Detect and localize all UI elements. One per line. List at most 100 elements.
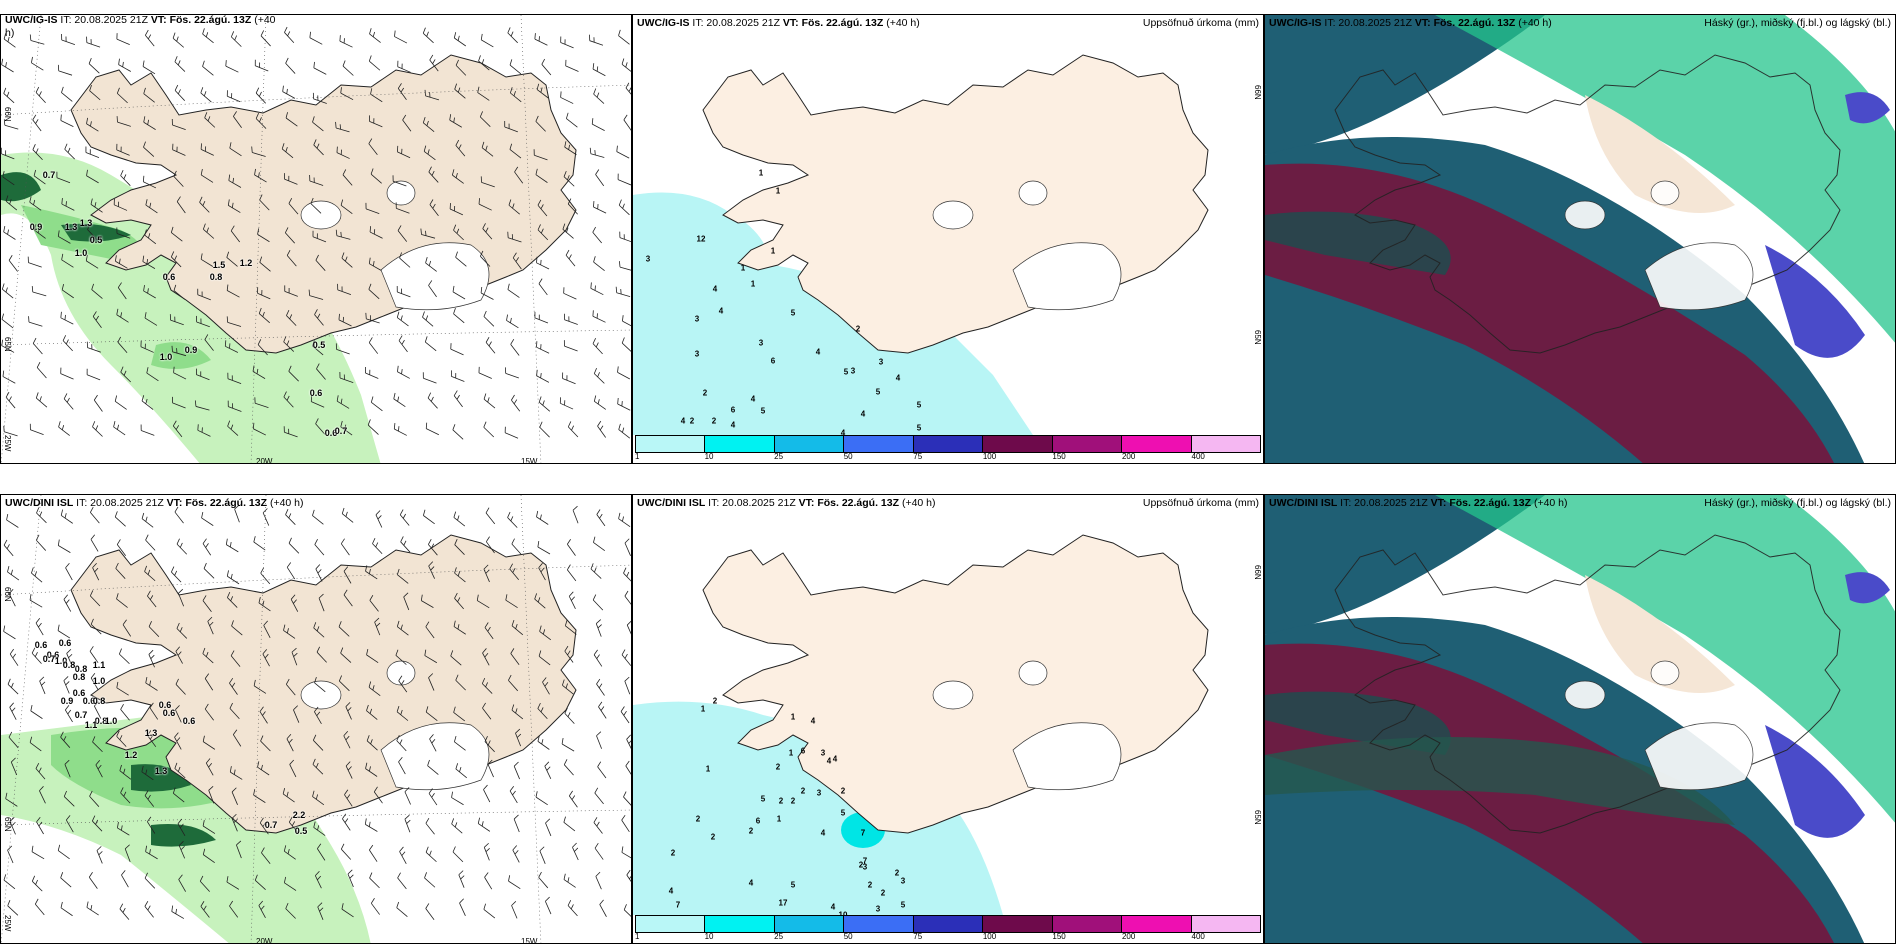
map-panel-top-wind: UWC/IG-IS IT: 20.08.2025 21Z VT: Fös. 22… [0,14,632,464]
panel-header: UWC/IG-IS IT: 20.08.2025 21Z VT: Fös. 22… [5,14,276,39]
coordinate-label: 15W [521,457,538,464]
value-label: 4 [840,428,846,438]
value-label: 2 [855,324,861,334]
value-label: 1.1 [84,720,98,730]
value-label: 0.6 [158,700,172,710]
value-label: 1.3 [144,728,158,738]
legend-tick: 50 [843,452,853,461]
value-label: 2 [840,786,846,796]
value-label: 5 [875,387,881,397]
precip-map [633,495,1263,943]
coordinate-label: 20W [256,457,273,464]
legend-swatch [1052,436,1123,452]
value-label: 1 [775,186,781,196]
legend-tick: 200 [1121,932,1136,941]
value-label: 0.7 [42,170,56,180]
legend-tick: 400 [1191,932,1205,941]
value-label: 1 [750,279,756,289]
value-label: 5 [900,900,906,910]
legend-swatch [1052,916,1123,932]
legend-tick: 50 [843,932,853,941]
legend-tick: 25 [774,452,784,461]
value-label: 0.8 [92,696,106,706]
value-label: 0.6 [162,708,176,718]
legend-tick: 150 [1052,932,1066,941]
legend-tick: 10 [704,452,714,461]
legend-tick: 10 [704,932,714,941]
coordinate-label: 66N [1253,85,1262,100]
value-label: 6 [755,816,761,826]
value-label: 4 [668,886,674,896]
value-label: 3 [816,788,822,798]
legend-swatch [1122,916,1192,932]
value-label: 4 [680,416,686,426]
map-panel-top-cloud: UWC/IG-IS IT: 20.08.2025 21Z VT: Fös. 22… [1264,14,1896,464]
value-label: 2 [867,880,873,890]
value-label: 3 [862,862,868,872]
wind-map [1,495,631,943]
value-label: 4 [895,373,901,383]
coordinate-label: 25W [3,915,12,932]
panel-header: UWC/DINI ISL IT: 20.08.2025 21Z VT: Fös.… [637,497,1259,509]
value-label: 1 [740,263,746,273]
value-label: 2 [778,796,784,806]
legend-swatch [1122,436,1192,452]
value-label: 4 [860,409,866,419]
value-label: 4 [832,754,838,764]
value-label: 6 [770,356,776,366]
value-label: 2 [775,762,781,772]
value-label: 1 [790,712,796,722]
value-label: 3 [645,254,651,264]
legend-swatch [705,916,775,932]
value-label: 1 [700,704,706,714]
value-label: 6 [800,746,806,756]
coordinate-label: 15W [521,937,538,944]
value-label: 12 [696,234,706,244]
legend-tick: 75 [913,932,923,941]
value-label: 1.3 [64,222,78,232]
value-label: 3 [694,314,700,324]
panel-subtitle: Háský (gr.), miðský (fj.bl.) og lágský (… [1704,17,1891,29]
value-label: 5 [790,308,796,318]
precip-legend: 1 10 25 50 75 100 150 200 400 [633,433,1263,463]
panel-subtitle: Háský (gr.), miðský (fj.bl.) og lágský (… [1704,497,1891,509]
coordinate-label: 65N [3,817,12,832]
value-label: 4 [730,420,736,430]
value-label: 4 [810,716,816,726]
value-label: 5 [840,808,846,818]
legend-tick: 25 [774,932,784,941]
value-label: 0.5 [312,340,326,350]
legend-tick: 200 [1121,452,1136,461]
coordinate-label: 65N [1253,330,1262,345]
value-label: 3 [694,349,700,359]
legend-tick: 400 [1191,452,1205,461]
value-label: 1.5 [212,260,226,270]
coordinate-label: 66N [3,107,12,122]
value-label: 2 [695,814,701,824]
value-label: 2 [894,868,900,878]
value-label: 2 [880,888,886,898]
map-panel-bottom-wind: UWC/DINI ISL IT: 20.08.2025 21Z VT: Fös.… [0,494,632,944]
value-label: 2 [670,848,676,858]
legend-tick: 150 [1052,452,1066,461]
value-label: 1.0 [92,676,106,686]
cloud-map [1265,15,1895,463]
panel-subtitle: Uppsöfnuð úrkoma (mm) [1142,17,1259,29]
legend-tick: 100 [982,932,997,941]
panel-header: UWC/DINI ISL IT: 20.08.2025 21Z VT: Fös.… [5,497,304,509]
value-label: 3 [875,904,881,914]
value-label: 2.2 [292,810,306,820]
value-label: 5 [916,423,922,433]
legend-tick: 75 [913,452,923,461]
value-label: 3 [878,357,884,367]
value-label: 0.6 [162,272,176,282]
value-label: 5 [843,367,849,377]
value-label: 0.6 [182,716,196,726]
value-label: 2 [712,696,718,706]
value-label: 0.5 [89,235,103,245]
value-label: 2 [710,832,716,842]
panel-header: UWC/DINI ISL IT: 20.08.2025 21Z VT: Fös.… [1269,497,1891,509]
legend-swatch [705,436,775,452]
value-label: 0.6 [58,638,72,648]
value-label: 0.6 [309,388,323,398]
